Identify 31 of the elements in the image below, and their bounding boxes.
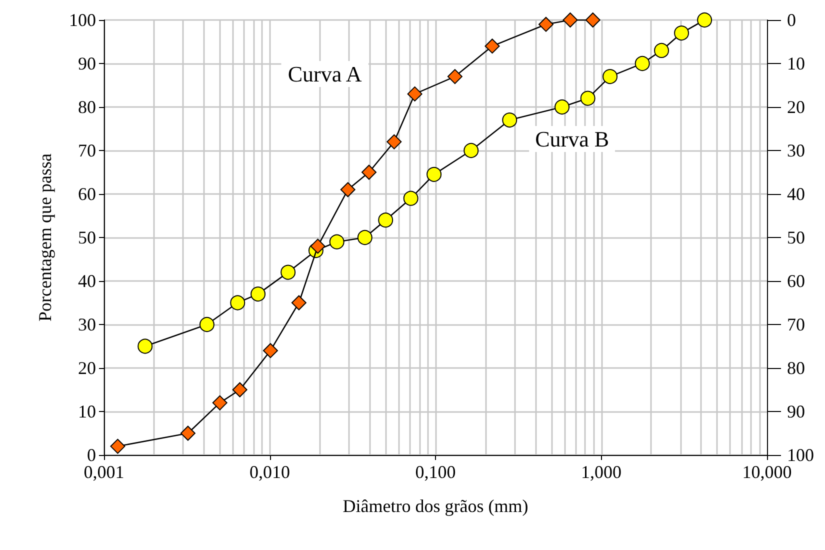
- y2-tick-label: 80: [787, 358, 805, 378]
- y-tick-label: 90: [78, 54, 96, 74]
- y2-tick-label: 50: [787, 228, 805, 248]
- y2-tick-label: 60: [787, 271, 805, 291]
- y2-tick-label: 0: [787, 10, 796, 30]
- x-tick-label: 0,100: [415, 462, 456, 482]
- y-tick-label: 0: [87, 445, 96, 465]
- series-label: Curva B: [535, 126, 610, 152]
- y-tick-label: 70: [78, 140, 96, 160]
- y-tick-label: 30: [78, 314, 96, 334]
- y2-tick-label: 20: [787, 97, 805, 117]
- x-axis-title: Diâmetro dos grãos (mm): [342, 496, 528, 516]
- y-tick-label: 40: [78, 271, 96, 291]
- y-tick-label: 100: [69, 10, 96, 30]
- y-axis-title: Porcentagem que passa: [35, 154, 55, 322]
- y2-tick-label: 40: [787, 184, 805, 204]
- y-tick-label: 50: [78, 228, 96, 248]
- y-tick-label: 80: [78, 97, 96, 117]
- y2-tick-label: 90: [787, 402, 805, 422]
- y2-tick-label: 30: [787, 140, 805, 160]
- y2-tick-label: 70: [787, 314, 805, 334]
- x-tick-label: 0,010: [250, 462, 290, 482]
- y2-tick-label: 10: [787, 54, 805, 74]
- x-tick-label: 1,000: [581, 462, 622, 482]
- y-tick-label: 60: [78, 184, 96, 204]
- x-tick-label: 0,001: [84, 462, 124, 482]
- x-tick-label: 10,000: [742, 462, 792, 482]
- text: Curva A: [288, 61, 362, 86]
- y-tick-label: 10: [78, 402, 96, 422]
- y-tick-label: 20: [78, 358, 96, 378]
- y2-tick-label: 100: [787, 445, 814, 465]
